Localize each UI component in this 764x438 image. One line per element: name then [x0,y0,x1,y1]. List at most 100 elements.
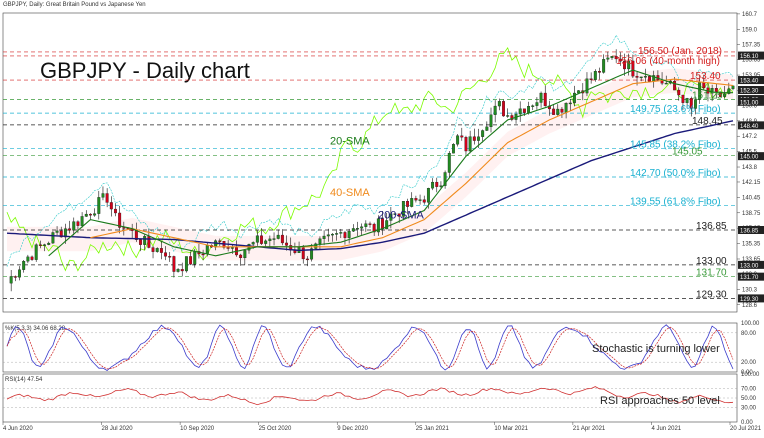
y-tick-label: 133.65 [742,257,761,263]
candle-body [606,57,610,60]
candle-body [26,256,30,262]
candle-body [439,185,443,187]
candle-body [593,70,597,80]
candle-body [43,244,47,246]
candle-body [272,238,276,240]
stochastic-tick-label: 80.00 [741,331,757,337]
candle-body [447,153,451,173]
candle-body [376,218,380,233]
candle-body [356,228,359,230]
candle-body [627,60,631,70]
candle-body [639,76,643,79]
candle-body [326,234,330,237]
level-label-156.06: 156.06 (40-month high) [616,56,720,67]
y-tick-label: 130.3 [742,287,758,293]
ichimoku-cloud [7,68,733,261]
candle-body [556,108,560,115]
candle-body [681,94,685,103]
candle-body [477,136,480,141]
level-label-139.55: 139.55 (61.8% Fibo) [630,197,721,208]
candle-body [9,276,13,284]
y-tick-label: 140.45 [742,195,761,201]
candle-body [105,193,109,203]
candle-body [385,220,389,230]
candle-body [723,93,727,97]
candle-body [372,223,376,233]
price-badge-label: 133.00 [740,263,759,269]
y-tick-label: 159.0 [742,27,758,33]
price-badge [738,272,764,281]
candle-body [76,221,80,226]
level-label-136.85: 136.85 [696,221,727,232]
x-tick-label: 9 Dec 2020 [337,426,368,432]
candle-body [572,92,576,104]
candle-body [401,200,405,217]
rsi-annotation: RSI approaches 50 level [600,395,720,407]
candle-body [714,88,718,92]
candle-body [522,108,526,113]
candle-body [643,76,647,78]
candle-body [189,256,193,265]
candle-body [59,230,63,238]
candle-body [18,269,21,278]
candle-body [226,247,230,249]
stochastic-d-line [6,326,734,370]
candle-body [193,251,197,265]
stochastic-tick-label: 20.00 [741,360,757,366]
candle-body [184,256,188,272]
candle-body [731,85,735,90]
stochastic-tick-label: 0.00 [741,370,753,376]
x-tick-label: 10 Sep 2020 [180,426,215,432]
candle-body [30,256,34,260]
tenkan-line [6,34,734,267]
chikou-span-line [6,47,734,272]
price-badge-label: 148.40 [740,124,759,130]
candle-body [727,88,731,94]
price-badge [738,76,764,85]
candle-body [38,244,42,246]
candle-body [418,199,422,201]
candle-body [151,247,155,252]
candle-body [72,221,76,231]
candle-body [531,105,535,107]
candle-body [230,247,234,249]
candle-body [702,82,706,89]
candle-body [560,108,564,113]
candle-body [335,233,339,235]
level-label-149.75: 149.75 (23.6% Fibo) [630,104,721,115]
candle-body [63,228,67,238]
candle-body [602,59,606,73]
level-label-142.7: 142.70 (50.0% Fibo) [630,168,721,179]
candle-body [614,56,618,60]
price-badge-label: 153.40 [740,79,759,85]
candle-body [451,144,455,154]
candle-body [47,242,51,245]
candle-body [631,60,635,77]
candle-body [414,198,418,201]
candle-body [301,247,305,260]
candle-body [677,89,681,96]
candle-body [552,108,556,115]
candle-body [456,135,460,145]
candle-body [693,99,697,109]
candle-body [510,115,514,120]
candle-body [164,252,168,257]
candle-body [251,242,255,245]
candle-body [485,126,489,131]
price-badge [738,121,764,130]
candle-body [51,232,55,244]
candle-body [243,250,247,259]
candle-body [155,248,159,252]
candle-body [502,101,505,117]
candle-body [489,114,493,128]
x-tick-label: 25 Jan 2021 [416,426,450,432]
candle-body [435,181,439,187]
x-tick-label: 21 Apr 2021 [573,426,606,432]
price-badge-label: 145.00 [740,155,759,161]
candle-body [460,135,464,138]
candle-body [101,193,105,198]
stochastic-header: %K(5,3,3) 34.06 68.28 [5,326,66,332]
rsi-tick-label: 0.00 [741,420,753,426]
candle-body [518,108,522,115]
